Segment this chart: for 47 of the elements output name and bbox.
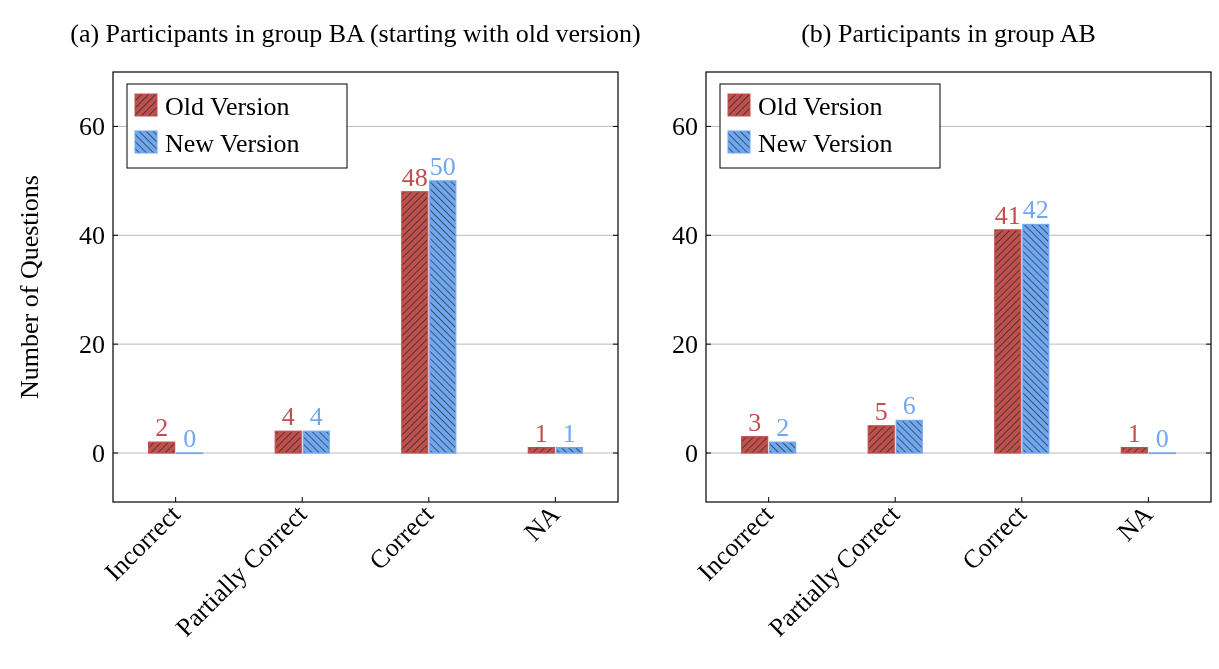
y-tick-label: 0	[92, 439, 105, 469]
data-label: 48	[401, 162, 428, 192]
y-tick-label: 20	[79, 330, 105, 360]
bar	[1022, 223, 1050, 454]
chart-title: (a) Participants in group BA (starting with old version)	[70, 19, 641, 48]
data-label: 6	[902, 391, 916, 421]
data-label: 41	[994, 200, 1021, 230]
y-tick-label: 40	[79, 221, 105, 251]
bar	[555, 446, 583, 454]
chart-title: (b) Participants in group AB	[801, 19, 1096, 48]
data-label: 1	[1127, 418, 1141, 448]
x-tick-label: NA	[1111, 499, 1159, 547]
data-label: 5	[874, 396, 888, 426]
data-label: 2	[776, 413, 790, 443]
legend-label: New Version	[165, 129, 300, 158]
data-label: 1	[534, 418, 548, 448]
data-label: 4	[309, 402, 323, 432]
data-label: 2	[155, 413, 169, 443]
bar	[527, 446, 555, 454]
data-label: 4	[281, 402, 295, 432]
bar	[401, 191, 429, 454]
legend-label: Old Version	[165, 92, 290, 121]
data-label: 1	[562, 418, 576, 448]
y-tick-label: 40	[672, 221, 698, 251]
y-tick-label: 20	[672, 330, 698, 360]
bar	[274, 430, 302, 454]
bar	[867, 425, 895, 454]
bar	[741, 436, 769, 454]
y-tick-label: 0	[685, 439, 698, 469]
bar	[769, 441, 797, 454]
y-tick-label: 60	[79, 112, 105, 142]
legend-label: Old Version	[758, 92, 883, 121]
bar	[1120, 446, 1148, 454]
data-label: 0	[183, 424, 197, 454]
bar	[429, 180, 457, 454]
data-label: 50	[429, 151, 456, 181]
data-label: 0	[1155, 424, 1169, 454]
bar	[994, 229, 1022, 454]
y-tick-label: 60	[672, 112, 698, 142]
x-tick-label: NA	[518, 499, 566, 547]
bar	[302, 430, 330, 454]
legend-label: New Version	[758, 129, 893, 158]
bar	[148, 441, 176, 454]
bar	[895, 419, 923, 454]
data-label: 42	[1022, 195, 1049, 225]
y-axis-title: Number of Questions	[15, 175, 44, 399]
data-label: 3	[748, 407, 762, 437]
